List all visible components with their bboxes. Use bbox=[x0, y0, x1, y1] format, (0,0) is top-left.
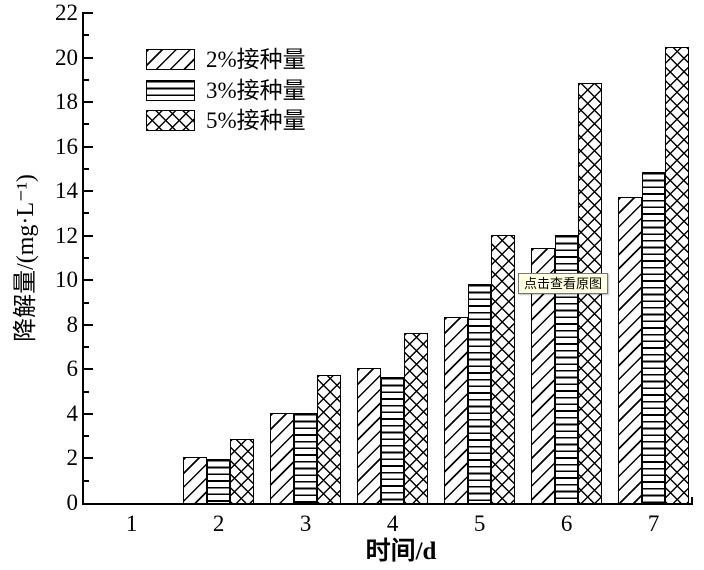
y-tick-label: 16 bbox=[55, 133, 78, 159]
y-major-tick bbox=[84, 234, 93, 237]
y-minor-tick bbox=[84, 123, 89, 126]
y-minor-tick bbox=[84, 301, 89, 304]
bar-3%接种量-day3 bbox=[293, 412, 318, 504]
legend-label: 5%接种量 bbox=[206, 108, 306, 133]
legend-label: 2%接种量 bbox=[206, 47, 306, 72]
y-major-tick bbox=[84, 323, 93, 326]
horizontal-hatch-swatch-icon bbox=[146, 79, 195, 101]
y-minor-tick bbox=[84, 390, 89, 393]
legend-item-3pct: 3%接种量 bbox=[146, 77, 306, 103]
y-major-tick bbox=[84, 145, 93, 148]
y-tick-label: 6 bbox=[66, 356, 79, 382]
y-minor-tick bbox=[84, 78, 89, 81]
y-major-tick bbox=[84, 368, 93, 371]
x-tick-label: 6 bbox=[560, 511, 573, 536]
diagonal-hatch-swatch-icon bbox=[146, 49, 195, 70]
y-tick-label: 0 bbox=[66, 490, 79, 515]
legend-item-2pct: 2%接种量 bbox=[146, 47, 306, 72]
y-major-tick bbox=[84, 279, 93, 282]
y-minor-tick bbox=[84, 346, 89, 349]
x-tick-label: 4 bbox=[386, 511, 399, 536]
bar-3%接种量-day5 bbox=[467, 283, 492, 504]
y-axis-line bbox=[82, 12, 84, 505]
x-tick-label: 2 bbox=[212, 511, 225, 536]
bar-2%接种量-day7 bbox=[618, 196, 642, 504]
y-major-tick bbox=[84, 56, 93, 59]
y-minor-tick bbox=[84, 257, 89, 259]
crosshatch-swatch-icon bbox=[146, 110, 195, 131]
legend: 2%接种量 3%接种量 5%接种量 bbox=[146, 47, 306, 141]
y-major-tick bbox=[84, 101, 93, 104]
bar-5%接种量-day2 bbox=[230, 439, 254, 504]
bar-3%接种量-day7 bbox=[641, 172, 666, 504]
bar-5%接种量-day5 bbox=[491, 234, 515, 504]
x-axis-title: 时间/d bbox=[365, 538, 437, 565]
y-tick-label: 22 bbox=[55, 0, 78, 25]
y-tick-label: 2 bbox=[66, 445, 79, 471]
y-tick-label: 4 bbox=[66, 400, 79, 426]
tooltip: 点击查看原图 bbox=[518, 273, 609, 294]
bar-3%接种量-day6 bbox=[554, 234, 579, 504]
y-major-tick bbox=[84, 12, 93, 14]
bar-5%接种量-day3 bbox=[317, 374, 341, 504]
bar-2%接种量-day6 bbox=[531, 247, 555, 504]
legend-label: 3%接种量 bbox=[206, 77, 306, 103]
bar-3%接种量-day2 bbox=[206, 459, 231, 504]
bar-2%接种量-day4 bbox=[357, 368, 381, 504]
y-tick-label: 12 bbox=[55, 222, 78, 248]
bar-2%接种量-day5 bbox=[444, 316, 468, 504]
y-minor-tick bbox=[84, 34, 89, 37]
bar-3%接种量-day4 bbox=[380, 377, 405, 504]
y-minor-tick bbox=[84, 212, 89, 215]
y-tick-label: 8 bbox=[66, 311, 79, 337]
y-minor-tick bbox=[84, 167, 89, 170]
y-tick-label: 14 bbox=[55, 178, 78, 204]
y-minor-tick bbox=[84, 435, 89, 438]
legend-item-5pct: 5%接种量 bbox=[146, 108, 306, 133]
bar-5%接种量-day4 bbox=[404, 332, 428, 504]
x-tick-label: 7 bbox=[647, 511, 660, 536]
y-minor-tick bbox=[84, 479, 89, 482]
y-major-tick bbox=[84, 412, 93, 415]
bar-2%接种量-day2 bbox=[183, 457, 207, 504]
bar-5%接种量-day7 bbox=[665, 47, 689, 504]
x-tick-label: 1 bbox=[125, 511, 138, 536]
y-tick-label: 18 bbox=[55, 89, 78, 115]
x-tick-label: 5 bbox=[473, 511, 486, 536]
x-tick-label: 3 bbox=[299, 511, 312, 536]
y-tick-label: 10 bbox=[55, 267, 78, 293]
y-major-tick bbox=[84, 190, 93, 193]
y-major-tick bbox=[84, 457, 93, 460]
y-tick-label: 20 bbox=[55, 44, 78, 70]
bar-2%接种量-day3 bbox=[270, 412, 294, 504]
x-axis-end-tick bbox=[691, 497, 693, 503]
x-axis-line bbox=[82, 503, 693, 505]
